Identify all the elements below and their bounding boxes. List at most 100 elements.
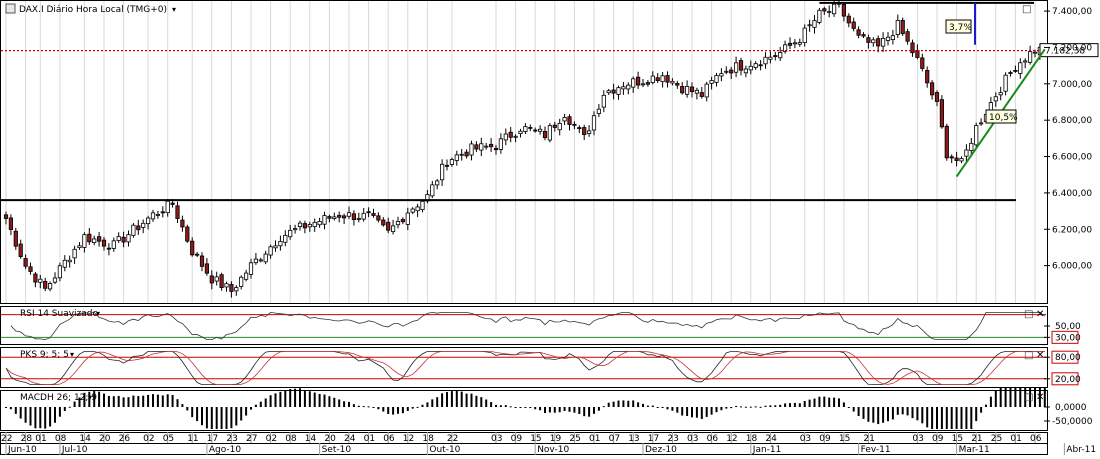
x-month-label: Ago-10: [209, 445, 242, 455]
macdh-bar: [137, 396, 140, 407]
pks-dropdown-icon[interactable]: ▾: [70, 350, 74, 359]
candle-body: [949, 156, 954, 159]
macdh-bar: [764, 405, 767, 407]
candle-body: [13, 230, 18, 247]
candle-body: [636, 76, 641, 86]
candle-body: [871, 39, 876, 44]
candles: [3, 0, 1047, 298]
macdh-bar: [823, 396, 826, 407]
candle-body: [405, 212, 410, 225]
macdh-bar: [441, 393, 444, 407]
x-day-label: 15: [530, 434, 541, 444]
chart-title-dropdown-icon[interactable]: ▾: [172, 5, 176, 14]
candle-body: [699, 92, 704, 97]
macdh-bar: [784, 403, 787, 407]
candle-body: [150, 212, 156, 220]
candle-body: [567, 116, 572, 125]
macdh-bar: [921, 407, 924, 424]
macdh-bar: [235, 407, 238, 426]
macdh-bar: [156, 394, 159, 407]
candle-body: [724, 70, 729, 73]
candle-body: [430, 184, 435, 197]
candle-body: [415, 206, 420, 212]
macdh-dropdown-icon[interactable]: ▾: [88, 393, 92, 402]
macdh-bar: [950, 407, 953, 429]
macdh-bar: [372, 407, 375, 408]
macdh-bar: [945, 407, 948, 429]
pks-y-tick-label: 20,00: [1055, 375, 1081, 385]
pks-close-icon[interactable]: ✕: [1036, 350, 1044, 361]
candle-body: [18, 243, 23, 258]
pks-maximize-icon[interactable]: □: [1024, 350, 1033, 361]
rsi-dropdown-icon[interactable]: ▾: [96, 309, 100, 318]
macdh-bar: [519, 407, 522, 408]
macdh-bar: [597, 407, 600, 411]
price-panel-maximize-icon[interactable]: □: [1022, 4, 1031, 15]
macdh-bar: [367, 406, 370, 408]
macdh-bar: [833, 397, 836, 407]
macdh-bar: [509, 406, 512, 408]
candle-body: [552, 124, 557, 128]
macdh-bar: [637, 402, 640, 407]
macdh-bar: [632, 400, 635, 407]
macdh-bar: [426, 402, 429, 407]
candle-body: [538, 128, 543, 132]
symbol-icon[interactable]: [5, 3, 16, 14]
macdh-bar: [333, 397, 336, 407]
macdh-bar: [793, 402, 796, 407]
candle-body: [876, 38, 881, 47]
macdh-bar: [828, 397, 831, 407]
macdh-title[interactable]: MACDH 26; 12; 9: [20, 393, 97, 403]
candle-body: [106, 247, 111, 250]
candle-body: [792, 42, 798, 45]
x-month-label: Fev-11: [861, 445, 891, 455]
macdh-bar: [818, 396, 821, 407]
candle-body: [493, 147, 499, 151]
macdh-bar: [5, 407, 7, 408]
pks-title[interactable]: PKS 9; 5; 5: [20, 350, 69, 360]
candle-body: [312, 221, 317, 228]
x-month-label: Dez-10: [645, 445, 677, 455]
macdh-bar: [401, 407, 404, 414]
candle-body: [155, 213, 160, 216]
macdh-bar: [735, 405, 738, 407]
candle-body: [508, 131, 513, 138]
macdh-bar: [891, 407, 894, 420]
x-day-label: 15: [839, 434, 850, 444]
candle-body: [748, 65, 753, 71]
candle-body: [136, 225, 141, 231]
rsi-y-tick-label: 30,00: [1055, 333, 1081, 343]
candle-body: [920, 57, 925, 69]
x-day-label: 09: [819, 434, 831, 444]
macdh-bar: [308, 391, 311, 407]
rsi-maximize-icon[interactable]: □: [1024, 309, 1033, 320]
macdh-bar: [514, 407, 517, 408]
x-day-label: 26: [119, 434, 131, 444]
candle-body: [734, 62, 739, 73]
macdh-bar: [906, 407, 909, 416]
rsi-close-icon[interactable]: ✕: [1036, 309, 1044, 320]
candle-body: [998, 92, 1003, 96]
macdh-bar: [588, 407, 591, 417]
macdh-bar: [970, 407, 973, 429]
rsi-title[interactable]: RSI 14 Suavizado: [20, 309, 99, 319]
candle-body: [317, 221, 322, 226]
macdh-bar: [769, 405, 772, 407]
macdh-bar: [68, 406, 71, 408]
candle-body: [881, 38, 886, 47]
macdh-close-icon[interactable]: ✕: [1036, 392, 1044, 403]
macdh-bar: [681, 407, 684, 416]
candle-body: [866, 37, 871, 43]
x-day-label: 01: [1010, 434, 1021, 444]
macdh-maximize-icon[interactable]: □: [1024, 392, 1033, 403]
candle-body: [435, 180, 440, 186]
macdh-bar: [387, 407, 390, 415]
macdh-bar: [842, 402, 845, 407]
candle-body: [87, 233, 92, 243]
candle-body: [346, 212, 352, 217]
candle-body: [587, 130, 592, 134]
candle-body: [1003, 74, 1008, 92]
macdh-bar: [122, 397, 125, 407]
chart-title[interactable]: DAX.I Diário Hora Local (TMG+0): [19, 5, 167, 15]
candle-body: [160, 211, 165, 214]
